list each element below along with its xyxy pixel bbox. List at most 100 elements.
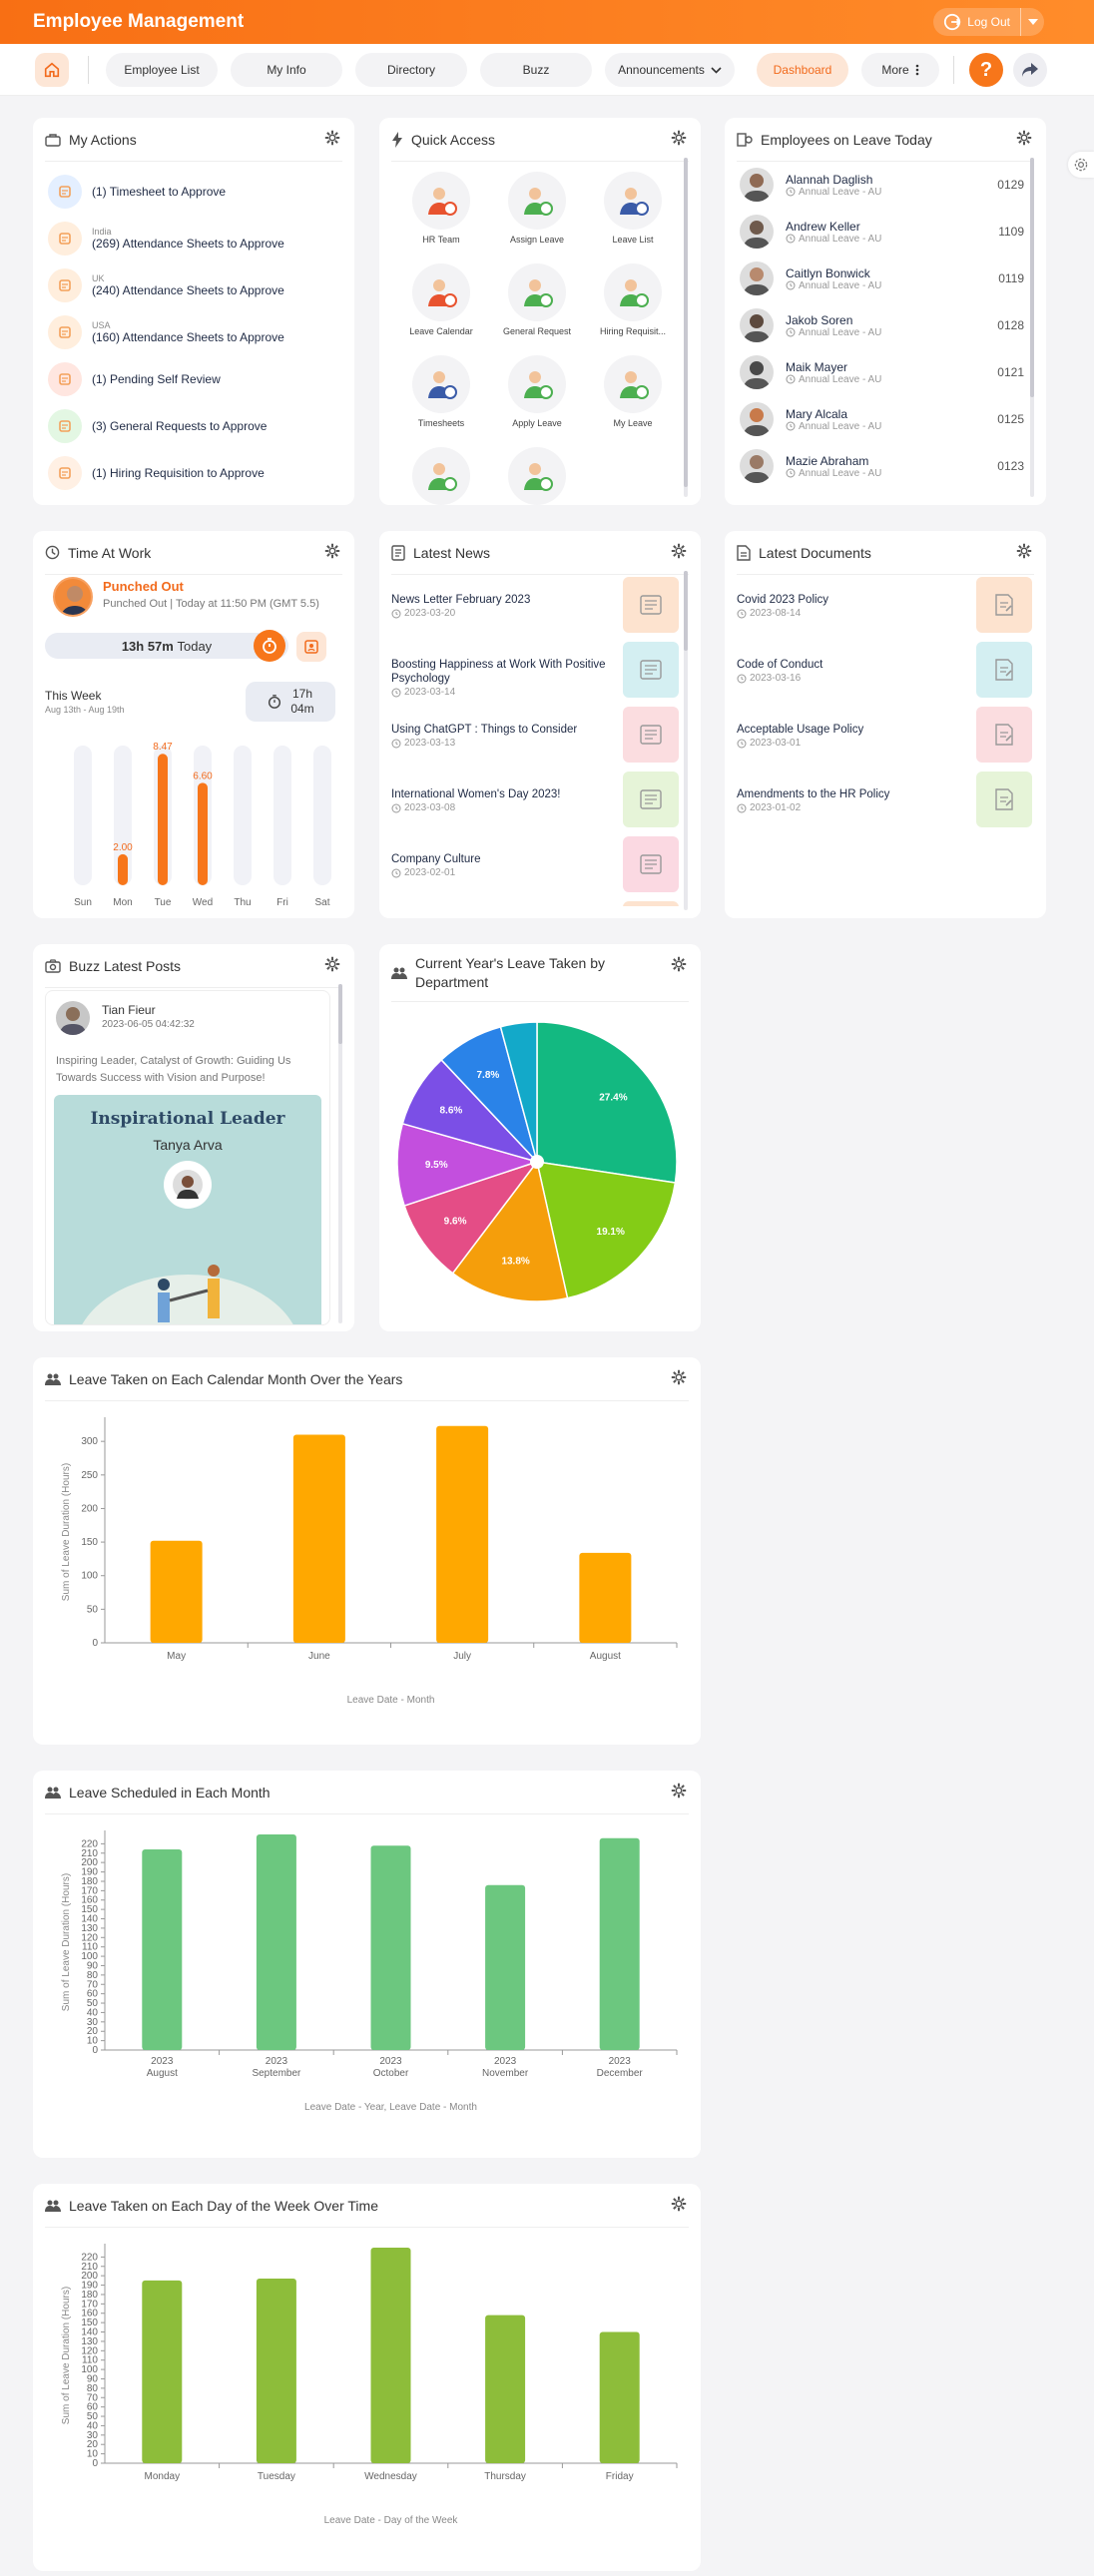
gear-icon[interactable] (324, 130, 340, 146)
gear-icon[interactable] (671, 1783, 687, 1799)
news-item[interactable]: News Letter February 2023 2023-03-20 (391, 577, 689, 633)
post-image[interactable]: Inspirational Leader Tanya Arva (54, 1095, 321, 1324)
employee-row[interactable]: Jakob Soren Annual Leave - AU 0128 (740, 304, 1024, 346)
scrollbar[interactable] (684, 158, 688, 497)
gear-icon[interactable] (1016, 130, 1032, 146)
quick-access-item[interactable]: My Leave (593, 355, 673, 428)
nav-employee-list[interactable]: Employee List (106, 53, 218, 87)
home-button[interactable] (35, 53, 69, 87)
document-item[interactable]: Covid 2023 Policy 2023-08-14 (737, 577, 1034, 633)
quick-access-item[interactable]: Timesheets (401, 355, 481, 428)
bar[interactable] (142, 2280, 183, 2463)
employee-row[interactable]: Mary Alcala Annual Leave - AU 0125 (740, 398, 1024, 440)
share-button[interactable] (1013, 53, 1047, 87)
action-item[interactable]: (3) General Requests to Approve (48, 406, 267, 446)
employee-row[interactable]: Maik Mayer Annual Leave - AU 0121 (740, 351, 1024, 393)
post-timestamp: 2023-06-05 04:42:32 (102, 1019, 195, 1030)
attendance-button[interactable] (296, 632, 326, 662)
gear-icon[interactable] (671, 130, 687, 146)
gear-icon[interactable] (671, 2196, 687, 2212)
bar[interactable] (256, 1834, 296, 2050)
gear-icon[interactable] (671, 543, 687, 559)
scrollbar[interactable] (1030, 158, 1034, 497)
quick-access-item[interactable]: Hiring Requisit... (593, 263, 673, 336)
action-label: India (269) Attendance Sheets to Approve (92, 227, 284, 251)
quick-access-item[interactable]: General Request (497, 263, 577, 336)
scroll-thumb[interactable] (338, 984, 342, 1044)
document-thumbnail (976, 707, 1032, 763)
action-item[interactable]: (1) Hiring Requisition to Approve (48, 453, 265, 493)
bar[interactable] (485, 2315, 526, 2463)
nav-more[interactable]: More (861, 53, 939, 87)
gear-icon[interactable] (324, 956, 340, 972)
pie-slice[interactable] (403, 1160, 540, 1275)
pie-slice-label: 13.8% (501, 1257, 529, 1268)
action-item[interactable]: (1) Pending Self Review (48, 359, 221, 399)
bar[interactable] (579, 1552, 632, 1643)
scroll-thumb[interactable] (1030, 158, 1034, 397)
card-header: Current Year's Leave Taken by Department (391, 944, 689, 1002)
document-item[interactable]: Code of Conduct 2023-03-16 (737, 642, 1034, 698)
quick-access-item[interactable]: Leave List (593, 172, 673, 245)
scroll-thumb[interactable] (684, 571, 688, 651)
quick-access-item[interactable] (401, 447, 481, 505)
employee-row[interactable]: Caitlyn Bonwick Annual Leave - AU 0119 (740, 258, 1024, 299)
document-item[interactable]: Amendments to the HR Policy 2023-01-02 (737, 772, 1034, 827)
quick-access-item[interactable]: Leave Calendar (401, 263, 481, 336)
nav-label: Dashboard (773, 63, 832, 77)
pie-slice[interactable] (451, 1160, 569, 1302)
nav-dashboard[interactable]: Dashboard (757, 53, 848, 87)
document-item[interactable]: Acceptable Usage Policy 2023-03-01 (737, 707, 1034, 763)
bar[interactable] (370, 2248, 411, 2463)
bar[interactable] (150, 1540, 203, 1643)
scroll-thumb[interactable] (684, 158, 688, 487)
news-info: Company Culture 2023-02-01 (391, 852, 611, 880)
news-item[interactable]: Boosting Happiness at Work With Positive… (391, 642, 689, 698)
bar[interactable] (256, 2278, 296, 2463)
pie-slice[interactable] (499, 1021, 538, 1163)
news-item[interactable]: Company Culture 2023-02-01 (391, 836, 689, 892)
gear-icon[interactable] (671, 956, 687, 972)
buzz-post[interactable]: Tian Fieur 2023-06-05 04:42:32 Inspiring… (45, 990, 330, 1325)
quick-access-item[interactable]: HR Team (401, 172, 481, 245)
clock-icon (786, 187, 796, 197)
nav-my-info[interactable]: My Info (231, 53, 342, 87)
employee-row[interactable]: Alannah Daglish Annual Leave - AU 0129 (740, 164, 1024, 206)
quick-access-label: General Request (502, 326, 572, 336)
nav-directory[interactable]: Directory (355, 53, 467, 87)
scrollbar[interactable] (684, 571, 688, 910)
user-menu-caret[interactable] (1020, 8, 1044, 36)
employee-row[interactable]: Andrew Keller Annual Leave - AU 1109 (740, 211, 1024, 253)
news-item[interactable]: International Women's Day 2023! 2023-03-0… (391, 772, 689, 827)
nav-announcements[interactable]: Announcements (605, 53, 735, 87)
pie-slice[interactable] (396, 1122, 540, 1208)
quick-access-item[interactable]: Apply Leave (497, 355, 577, 428)
bar[interactable] (485, 1884, 526, 2050)
action-item[interactable]: USA (160) Attendance Sheets to Approve (48, 312, 284, 352)
gear-icon[interactable] (671, 1369, 687, 1385)
action-item[interactable]: (1) Timesheet to Approve (48, 172, 226, 212)
pie-slice[interactable] (536, 1161, 677, 1299)
bar[interactable] (292, 1434, 345, 1643)
action-item[interactable]: UK (240) Attendance Sheets to Approve (48, 265, 284, 305)
bar[interactable] (436, 1425, 489, 1643)
settings-side-button[interactable] (1068, 152, 1094, 178)
scrollbar[interactable] (338, 984, 342, 1323)
bar[interactable] (370, 1845, 411, 2050)
punch-button[interactable] (254, 630, 285, 662)
avatar (740, 261, 774, 295)
gear-icon[interactable] (1016, 543, 1032, 559)
logout-button[interactable]: Log Out (933, 8, 1020, 36)
help-button[interactable]: ? (969, 53, 1003, 87)
quick-access-item[interactable]: Assign Leave (497, 172, 577, 245)
gear-icon[interactable] (324, 543, 340, 559)
news-item[interactable]: Using ChatGPT : Things to Consider 2023-0… (391, 707, 689, 763)
bar[interactable] (142, 1849, 183, 2050)
quick-access-item[interactable] (497, 447, 577, 505)
employee-row[interactable]: Mazie Abraham Annual Leave - AU 0123 (740, 445, 1024, 487)
pie-slice[interactable] (536, 1021, 678, 1184)
bar[interactable] (599, 1837, 640, 2050)
nav-buzz[interactable]: Buzz (480, 53, 592, 87)
bar[interactable] (599, 2331, 640, 2463)
action-item[interactable]: India (269) Attendance Sheets to Approve (48, 219, 284, 258)
